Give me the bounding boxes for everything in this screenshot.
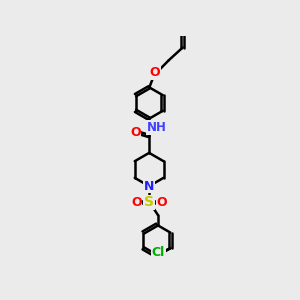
Text: Cl: Cl [152,246,165,259]
Text: NH: NH [147,121,166,134]
Text: N: N [144,180,154,193]
Text: O: O [157,196,167,209]
Text: O: O [131,196,142,209]
Text: O: O [130,126,141,139]
Text: O: O [150,67,160,80]
Text: S: S [144,195,154,209]
